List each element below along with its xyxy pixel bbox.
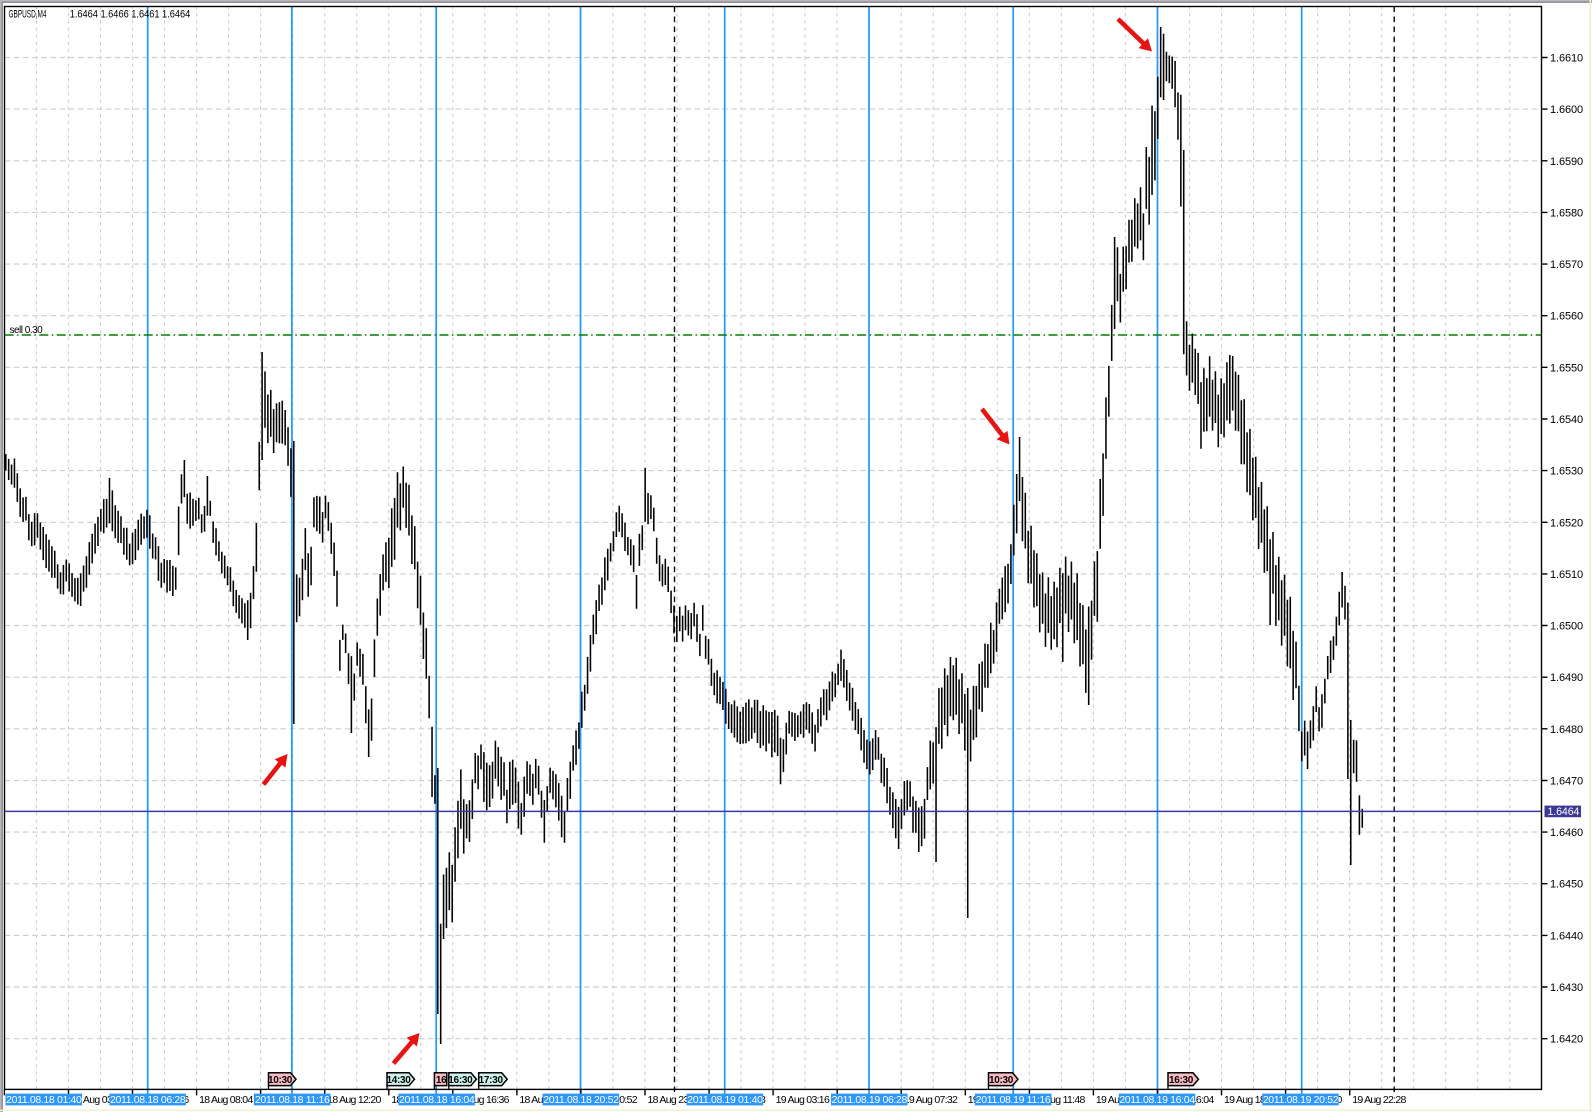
- svg-text:18 Aug 08:04: 18 Aug 08:04: [199, 1094, 253, 1106]
- svg-text:GBPUSD,M4: GBPUSD,M4: [9, 8, 47, 20]
- svg-text:2011.08.18 16:04: 2011.08.18 16:04: [399, 1094, 475, 1106]
- svg-text:2011.08.18 20:52: 2011.08.18 20:52: [543, 1094, 619, 1106]
- svg-text:1.6480: 1.6480: [1550, 724, 1583, 736]
- svg-text:17:30: 17:30: [479, 1075, 504, 1086]
- svg-text:19 Aug 03:16: 19 Aug 03:16: [776, 1094, 830, 1106]
- svg-text:1.6580: 1.6580: [1550, 207, 1583, 219]
- svg-text:1.6600: 1.6600: [1550, 104, 1583, 116]
- svg-text:16:30: 16:30: [1169, 1075, 1194, 1086]
- svg-text:14:30: 14:30: [386, 1075, 411, 1086]
- svg-text:2011.08.18 06:28: 2011.08.18 06:28: [110, 1094, 186, 1106]
- svg-text:1.6450: 1.6450: [1550, 879, 1583, 891]
- svg-text:1.6520: 1.6520: [1550, 517, 1583, 529]
- svg-text:16:30: 16:30: [448, 1075, 473, 1086]
- svg-text:2011.08.18 11:16: 2011.08.18 11:16: [255, 1094, 330, 1106]
- svg-text:1.6470: 1.6470: [1550, 776, 1583, 788]
- svg-text:19 Aug 22:28: 19 Aug 22:28: [1352, 1094, 1406, 1106]
- svg-text:1.6540: 1.6540: [1550, 414, 1583, 426]
- svg-text:10:30: 10:30: [989, 1075, 1014, 1086]
- svg-text:2011.08.19 16:04: 2011.08.19 16:04: [1119, 1094, 1195, 1106]
- svg-text:1.6510: 1.6510: [1550, 569, 1583, 581]
- svg-text:1.6430: 1.6430: [1550, 982, 1583, 994]
- svg-text:1.6570: 1.6570: [1550, 259, 1583, 271]
- svg-text:1.6590: 1.6590: [1550, 156, 1583, 168]
- svg-text:19 Aug 07:32: 19 Aug 07:32: [904, 1094, 958, 1106]
- svg-text:2011.08.19 01:40: 2011.08.19 01:40: [687, 1094, 763, 1106]
- svg-text:2011.08.18 01:40: 2011.08.18 01:40: [6, 1094, 82, 1106]
- svg-text:18 Aug 12:20: 18 Aug 12:20: [327, 1094, 381, 1106]
- svg-text:sell 0.30: sell 0.30: [10, 325, 44, 336]
- svg-text:1.6500: 1.6500: [1550, 621, 1583, 633]
- svg-text:1.6460: 1.6460: [1550, 827, 1583, 839]
- svg-text:1.6440: 1.6440: [1550, 930, 1583, 942]
- svg-text:10:30: 10:30: [268, 1075, 293, 1086]
- svg-text:2011.08.19 06:28: 2011.08.19 06:28: [832, 1094, 908, 1106]
- svg-text:1.6420: 1.6420: [1550, 1034, 1583, 1046]
- svg-text:1.6464: 1.6464: [1548, 806, 1580, 818]
- svg-text:1.6490: 1.6490: [1550, 672, 1583, 684]
- svg-text:1.6464 1.6466 1.6461 1.6464: 1.6464 1.6466 1.6461 1.6464: [70, 8, 191, 20]
- svg-text:2011.08.19 11:16: 2011.08.19 11:16: [976, 1094, 1051, 1106]
- svg-text:2011.08.19 20:52: 2011.08.19 20:52: [1263, 1094, 1339, 1106]
- svg-text:1.6550: 1.6550: [1550, 362, 1583, 374]
- svg-text:1.6610: 1.6610: [1550, 53, 1583, 65]
- svg-text:1.6530: 1.6530: [1550, 466, 1583, 478]
- svg-text:16: 16: [436, 1075, 447, 1086]
- svg-text:1.6560: 1.6560: [1550, 311, 1583, 323]
